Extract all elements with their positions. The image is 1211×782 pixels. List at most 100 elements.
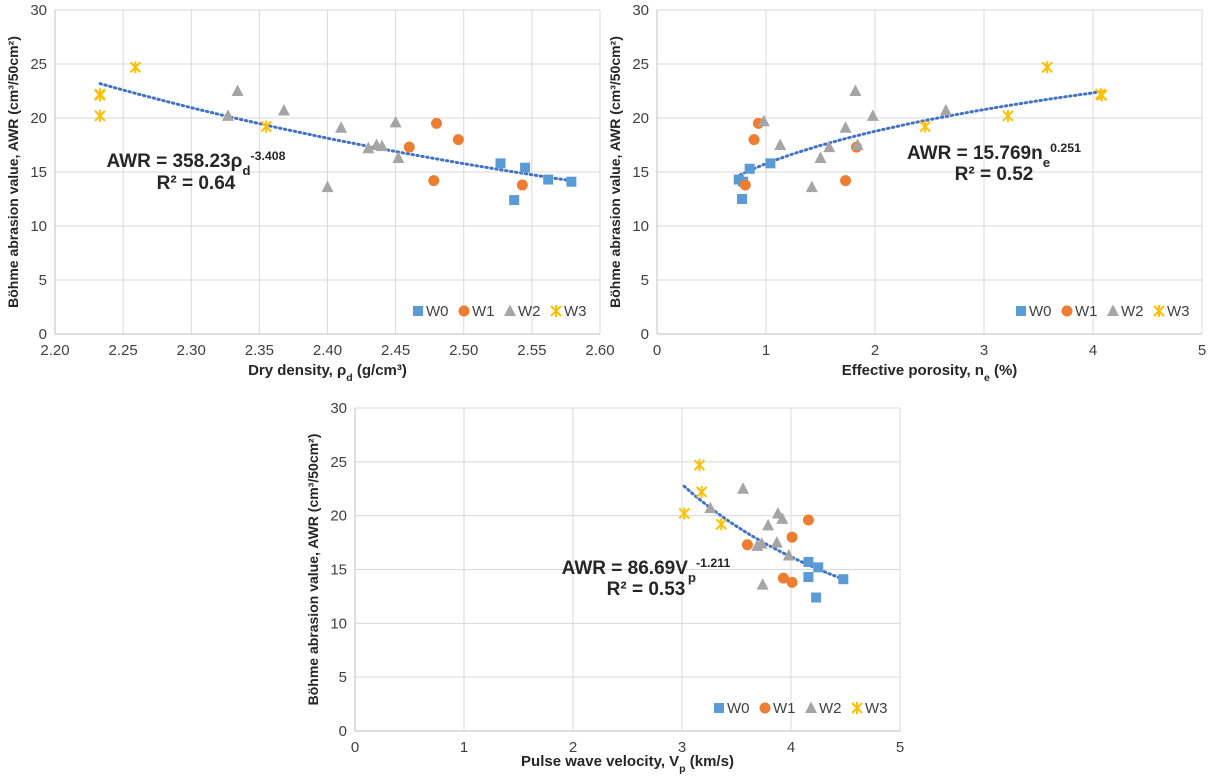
data-point-w2 [757, 114, 770, 127]
x-axis-title: Dry density, ρd (g/cm³) [248, 362, 407, 384]
x-tick-label: 2.55 [517, 342, 546, 359]
r-squared-label: R² = 0.53 [607, 579, 686, 600]
y-tick-label: 15 [30, 164, 47, 181]
x-tick-label: 2 [871, 342, 879, 359]
data-point-w2 [774, 138, 787, 150]
y-tick-label: 30 [632, 2, 649, 19]
data-point-w0 [543, 174, 554, 185]
data-point-w0 [737, 194, 748, 204]
data-point-w3 [260, 120, 272, 133]
y-tick-label: 20 [632, 110, 649, 127]
y-tick-label: 15 [330, 562, 347, 579]
data-point-w2 [704, 501, 717, 514]
data-point-w2 [392, 151, 405, 163]
legend-marker-w2 [1107, 304, 1119, 316]
r-squared-label: R² = 0.64 [157, 173, 236, 194]
y-tick-label: 0 [339, 723, 347, 740]
data-point-w3 [94, 109, 106, 122]
y-tick-label: 20 [330, 508, 347, 525]
y-tick-label: 25 [632, 56, 649, 73]
data-point-w3 [693, 459, 706, 472]
legend-marker-w2 [504, 304, 516, 316]
data-point-w2 [756, 578, 769, 590]
data-point-w2 [222, 109, 235, 121]
data-point-w3 [678, 507, 690, 520]
data-point-w2 [866, 109, 879, 121]
power-trendline [734, 90, 1104, 179]
y-tick-label: 5 [641, 272, 649, 289]
series-w0 [495, 158, 577, 206]
data-point-w0 [811, 592, 822, 603]
y-tick-label: 30 [30, 2, 47, 19]
data-point-w1 [516, 179, 528, 191]
x-tick-label: 4 [1089, 342, 1097, 359]
data-point-w2 [823, 140, 836, 153]
y-tick-label: 10 [632, 218, 649, 235]
data-point-w0 [765, 158, 776, 169]
data-point-w1 [786, 576, 798, 588]
x-tick-label: 2.20 [40, 342, 69, 359]
y-tick-label: 10 [30, 218, 47, 235]
series-w2 [704, 482, 795, 590]
legend-label-w2: W2 [819, 700, 842, 717]
data-point-w1 [428, 175, 440, 187]
data-point-w0 [838, 574, 849, 585]
y-tick-label: 10 [330, 615, 347, 632]
data-point-w2 [737, 482, 750, 494]
y-tick-label: 20 [30, 110, 47, 127]
data-point-w3 [695, 485, 708, 498]
chart-1: 2.20 2.25 2.30 2.35 2.40 2.45 2.50 2.55 2.60 0 5 10… [5, 2, 615, 384]
y-axis-title: Böhme abrasion value, AWR (cm³/50cm²) [305, 434, 321, 706]
x-axis-title: Pulse wave velocity, Vp (km/s) [521, 753, 734, 775]
data-point-w2 [776, 512, 789, 524]
series-w0 [803, 556, 849, 603]
legend-label-w3: W3 [564, 303, 587, 320]
x-tick-label: 2.35 [245, 342, 274, 359]
trendline-equation: AWR = 358.23ρd-3.408 [107, 149, 286, 178]
data-point-w1 [403, 141, 415, 153]
x-tick-label: 5 [1198, 342, 1206, 359]
legend-marker-w3 [550, 305, 562, 317]
series-w1 [741, 514, 814, 588]
x-tick-label: 0 [351, 739, 359, 756]
data-point-w0 [520, 162, 531, 173]
data-point-w1 [741, 539, 753, 551]
trendline-equation: AWR = 15.769ne0.251 [907, 141, 1081, 170]
legend-label-w1: W1 [1075, 303, 1098, 320]
data-point-w2 [849, 84, 862, 96]
data-point-w1 [777, 572, 789, 584]
data-point-w2 [939, 103, 952, 116]
data-point-w2 [805, 180, 818, 193]
data-point-w0 [803, 572, 814, 583]
y-tick-label: 5 [39, 272, 47, 289]
data-point-w0 [744, 163, 755, 174]
legend-marker-w3 [1153, 305, 1165, 317]
y-axis-title: Böhme abrasion value, AWR (cm³/50cm²) [607, 36, 623, 308]
legend-label-w0: W0 [1029, 303, 1052, 320]
data-point-w3 [1041, 61, 1053, 74]
data-point-w3 [1096, 89, 1108, 102]
data-point-w2 [389, 115, 402, 128]
legend-label-w3: W3 [865, 700, 888, 717]
legend-label-w1: W1 [773, 700, 796, 717]
x-axis-title: Effective porosity, ne (%) [842, 362, 1018, 384]
data-point-w2 [839, 121, 852, 133]
legend-marker-w0 [1016, 306, 1026, 316]
data-point-w2 [770, 536, 783, 548]
y-tick-label: 25 [30, 56, 47, 73]
legend-label-w3: W3 [1167, 303, 1190, 320]
data-point-w1 [786, 531, 798, 543]
legend-label-w1: W1 [472, 303, 495, 320]
legend-marker-w0 [714, 703, 724, 713]
series-w3 [678, 459, 727, 531]
x-tick-label: 2.50 [449, 342, 478, 359]
data-point-w1 [748, 134, 760, 146]
x-tick-label: 2.60 [585, 342, 614, 359]
data-point-w2 [755, 537, 768, 549]
series-w2 [757, 84, 952, 193]
power-trendline [98, 82, 573, 183]
data-point-w2 [376, 139, 388, 152]
x-tick-label: 0 [653, 342, 661, 359]
y-axis-title: Böhme abrasion value, AWR (cm³/50cm²) [5, 36, 21, 308]
legend: W0 W1 W2 W3 [714, 700, 888, 717]
